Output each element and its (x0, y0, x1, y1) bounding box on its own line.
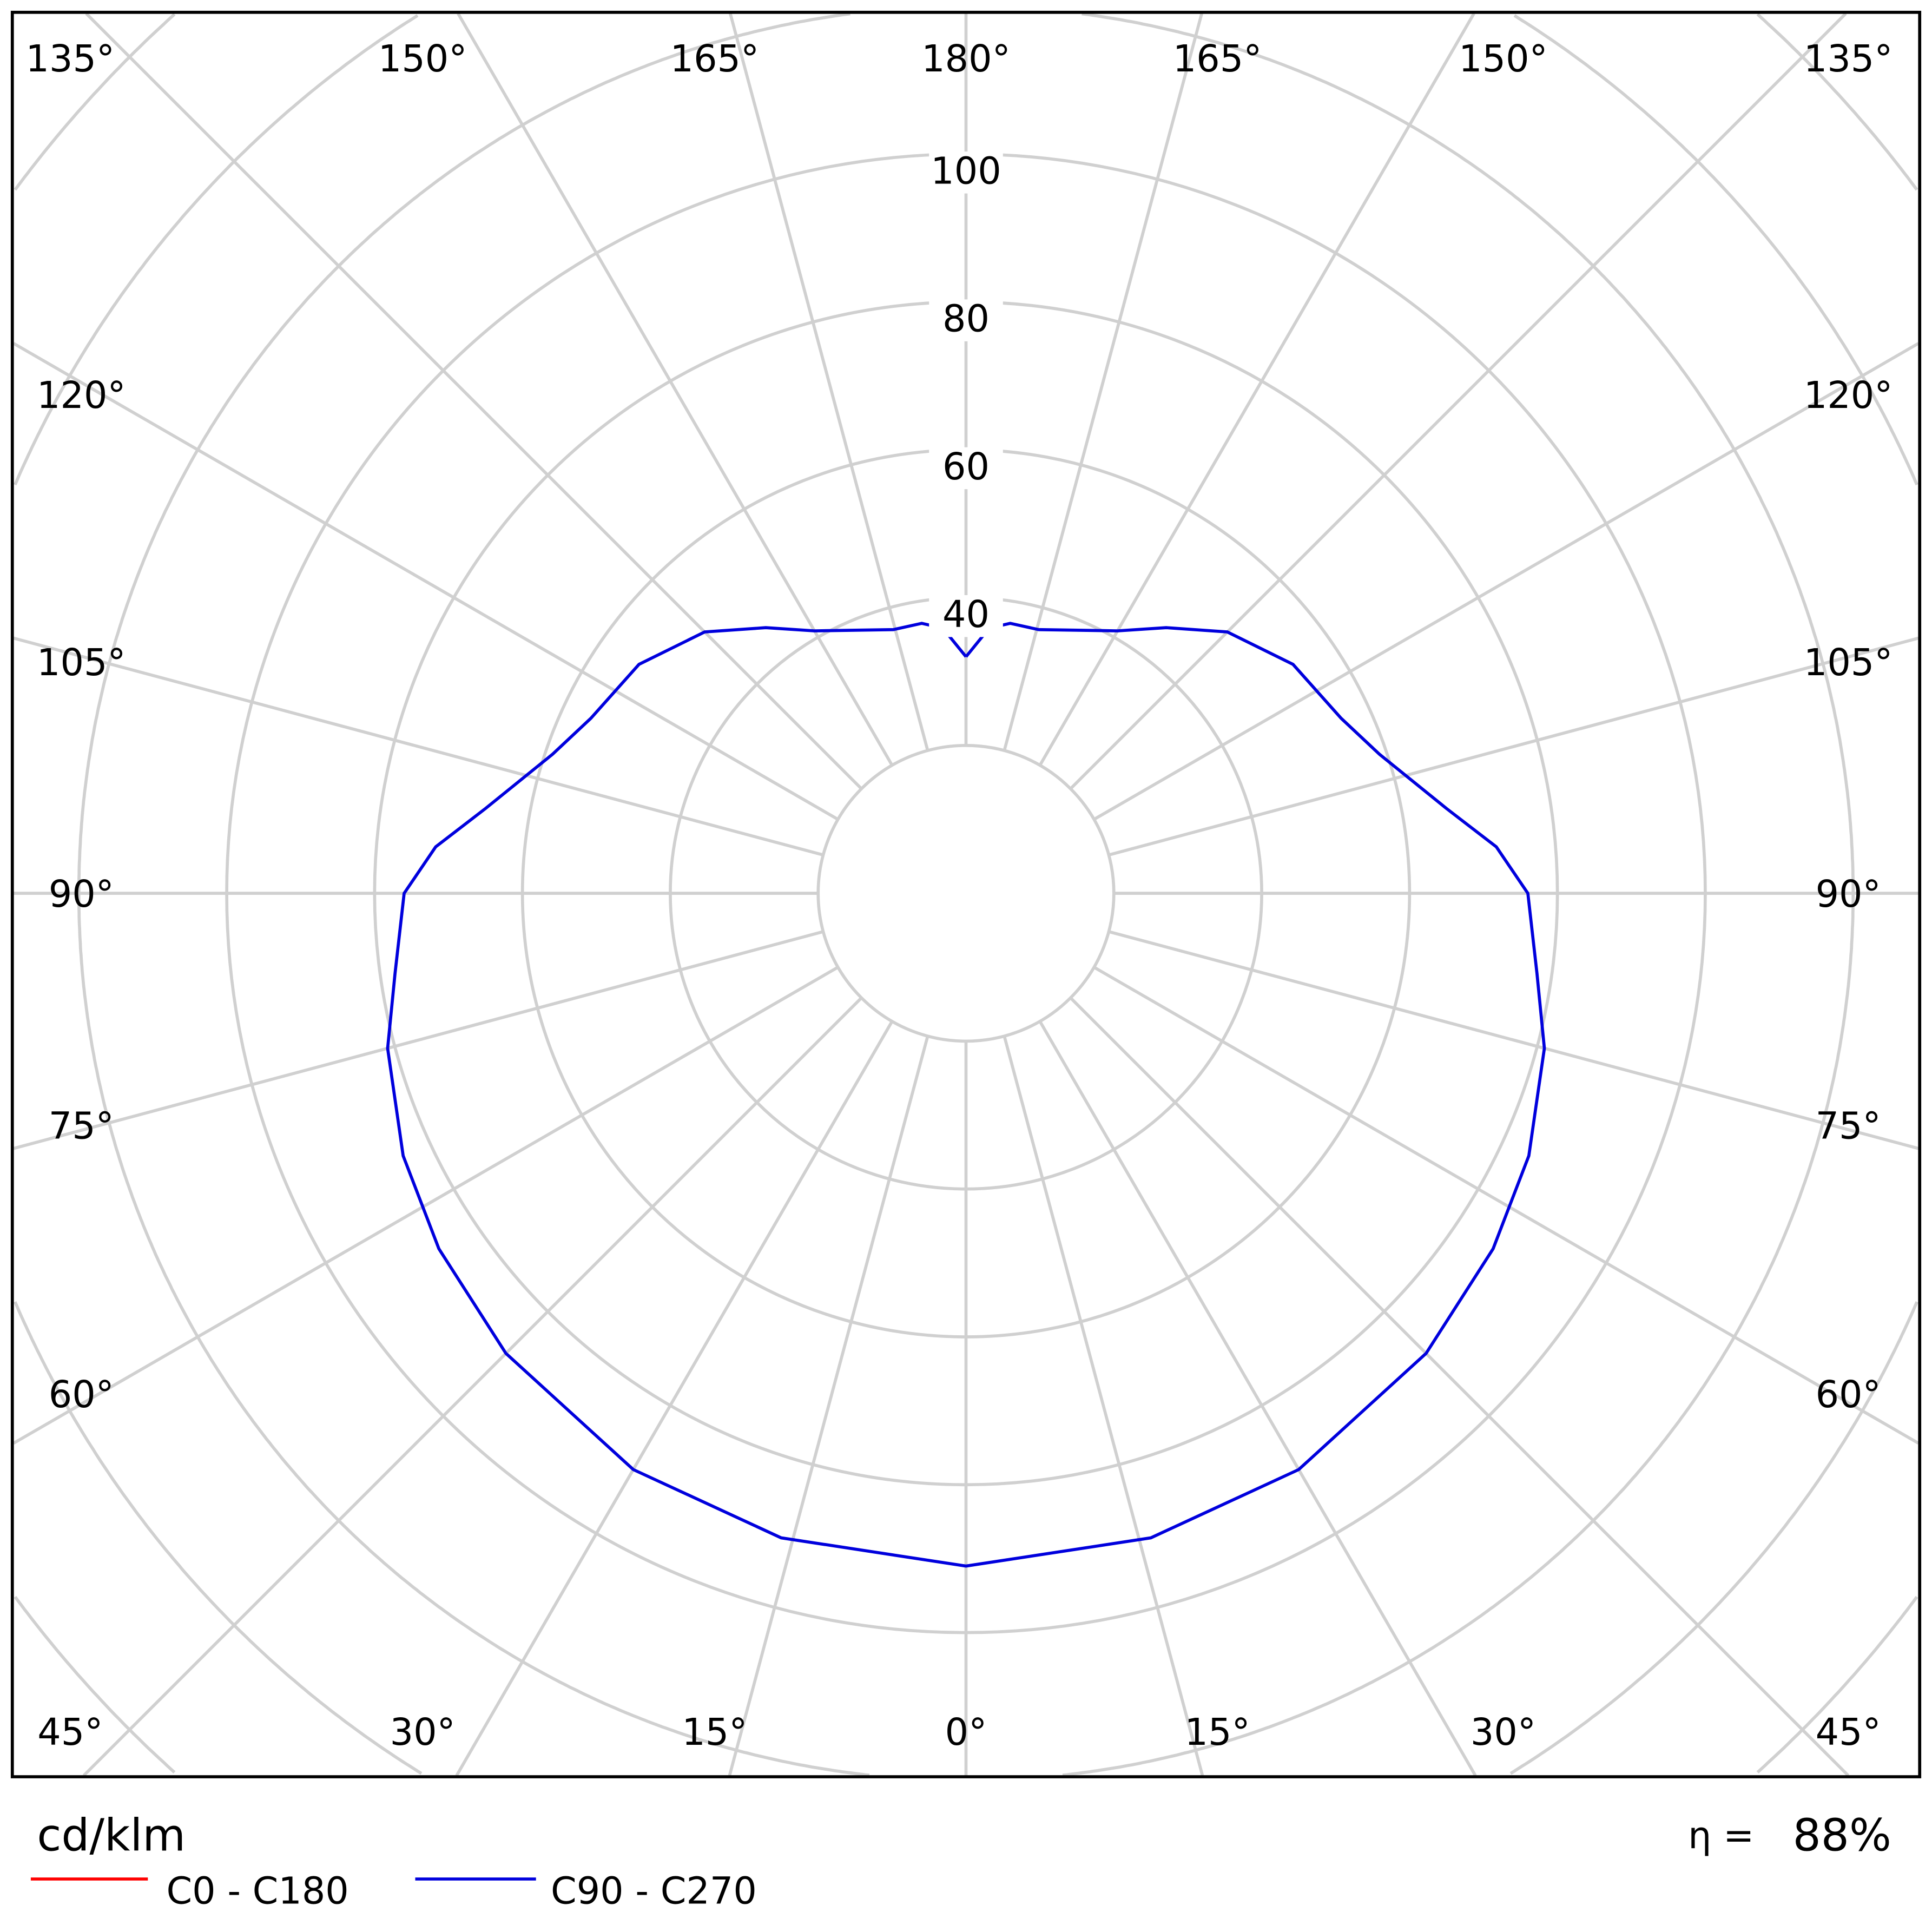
angle-label-left: 90° (49, 873, 114, 916)
angle-label-top: 180° (921, 38, 1011, 81)
plot-frame (10, 10, 1922, 1778)
radial-gridline (1003, 1036, 1204, 1776)
radial-gridline (1108, 636, 1919, 857)
ring-gridline (14, 13, 1918, 1773)
series-curve-c90-c270 (386, 622, 1546, 1568)
curves (386, 622, 1546, 1568)
radial-gridline (1069, 12, 1847, 790)
radial-gridline (13, 930, 824, 1150)
angle-label-bottom: 30° (1471, 1711, 1536, 1754)
ring-gridline (77, 12, 1855, 1777)
radial-gridline (12, 342, 839, 821)
angle-label-right: 75° (1816, 1105, 1881, 1148)
radial-gridline (85, 12, 863, 790)
angle-label-right: 105° (1804, 642, 1893, 684)
radial-tick-label: 100 (931, 150, 1001, 193)
radial-gridline (1038, 12, 1475, 766)
angle-label-left: 120° (37, 374, 126, 417)
efficiency-value: 88% (1793, 1810, 1891, 1862)
angle-label-top: 165° (1173, 38, 1262, 81)
radial-gridline (457, 12, 894, 766)
radial-tick-label: 60 (942, 446, 990, 489)
radial-gridline (1038, 1020, 1477, 1777)
angle-label-top: 150° (378, 38, 467, 81)
radial-gridline (12, 966, 839, 1445)
polar-grid (12, 12, 1920, 1777)
ring-gridline (816, 743, 1116, 1043)
angle-label-left: 60° (49, 1374, 114, 1416)
legend-label-c90-c270: C90 - C270 (551, 1870, 757, 1913)
tick-label-bg (929, 299, 1003, 341)
angle-label-top: 150° (1459, 38, 1548, 81)
radial-gridline (728, 1036, 929, 1776)
radial-gridline (13, 636, 824, 857)
tick-label-bg (929, 447, 1003, 490)
radial-gridline (1093, 966, 1920, 1445)
angle-label-bottom: 45° (1816, 1711, 1881, 1754)
efficiency-symbol: η = (1688, 1815, 1754, 1857)
angle-label-right: 90° (1816, 873, 1881, 916)
angle-label-right: 60° (1816, 1374, 1881, 1416)
legend-label-c0-c180: C0 - C180 (166, 1870, 348, 1913)
angle-label-top: 165° (670, 38, 760, 81)
angle-label-left: 75° (49, 1105, 114, 1148)
tick-label-bg (929, 151, 1003, 194)
angle-label-top: 135° (26, 38, 115, 81)
radial-gridline (1003, 13, 1203, 751)
radial-tick-label: 40 (942, 594, 990, 636)
angle-label-left: 105° (37, 642, 126, 684)
radial-gridline (1069, 997, 1850, 1777)
radial-gridline (1108, 930, 1919, 1150)
radial-gridline (729, 13, 929, 751)
angle-label-right: 120° (1804, 374, 1893, 417)
radial-gridline (455, 1020, 894, 1777)
angle-label-bottom: 15° (682, 1711, 747, 1754)
angle-label-bottom: 30° (390, 1711, 456, 1754)
angle-label-top: 135° (1804, 38, 1893, 81)
radial-tick-label: 80 (942, 298, 990, 341)
angle-label-bottom: 15° (1185, 1711, 1250, 1754)
ring-gridline (14, 14, 1918, 1775)
angle-label-bottom: 45° (37, 1711, 103, 1754)
radial-gridline (1093, 342, 1920, 821)
labels: 40 60 80 100 135° 150° 165° 180° 165° 150° 135° 45°… (26, 38, 1893, 1754)
tick-label-bg (929, 595, 1003, 637)
unit-label: cd/klm (37, 1810, 186, 1862)
angle-label-bottom: 0° (945, 1711, 987, 1754)
radial-gridline (82, 997, 863, 1777)
